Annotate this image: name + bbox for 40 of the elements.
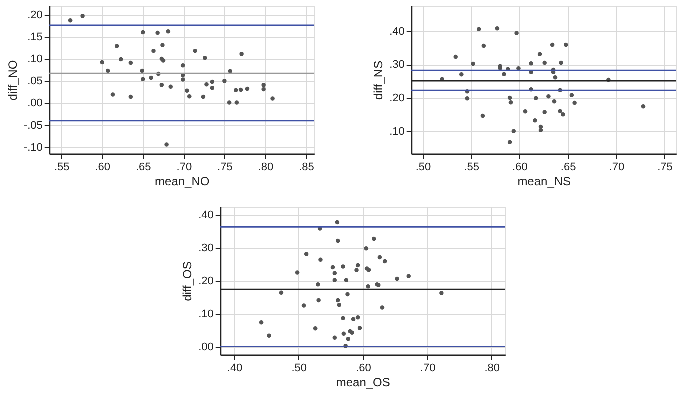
x-tick-label: .55	[54, 162, 70, 174]
y-tick-label: -.10	[24, 142, 43, 154]
y-tick-label: .40	[390, 26, 405, 38]
y-tick-label: .30	[390, 59, 405, 72]
y-tick-label: .10	[198, 308, 214, 321]
x-tick-label: .55	[464, 162, 480, 174]
x-tick-label: .70	[176, 162, 192, 174]
y-tick-label: -.05	[24, 120, 43, 132]
x-tick-label: .40	[227, 362, 243, 374]
x-tick-label: .65	[136, 162, 152, 174]
y-tick-label: .10	[28, 54, 43, 66]
y-tick-label: .30	[198, 242, 214, 254]
y-tick-label: .05	[28, 76, 43, 88]
y-tick-label: .15	[28, 31, 43, 44]
y-tick-label: .00	[28, 98, 43, 110]
x-tick-label: .60	[356, 362, 372, 374]
y-tick-label: .40	[198, 209, 214, 222]
y-axis-title: diff_NS	[372, 60, 386, 100]
x-tick-label: .80	[484, 362, 500, 374]
y-tick-label: .20	[390, 92, 405, 104]
y-axis-title: diff_NO	[6, 60, 20, 101]
x-tick-label: .70	[609, 162, 625, 174]
x-tick-label: .75	[218, 162, 233, 174]
x-axis-title: mean_NS	[518, 174, 572, 188]
x-tick-label: .70	[420, 362, 436, 374]
y-tick-label: .10	[390, 126, 405, 138]
y-tick-label: .20	[28, 9, 43, 22]
y-axis-title: diff_OS	[180, 262, 195, 302]
x-axis-title: mean_NO	[155, 174, 210, 188]
x-tick-label: .75	[658, 162, 673, 174]
x-tick-label: .50	[292, 362, 308, 374]
y-tick-label: .00	[198, 342, 214, 354]
x-axis-title: mean_OS	[336, 376, 390, 390]
x-tick-label: .65	[560, 162, 576, 174]
x-tick-label: .85	[299, 162, 314, 174]
y-tick-label: .20	[198, 276, 214, 288]
x-tick-label: .50	[416, 162, 432, 174]
x-tick-label: .80	[258, 162, 274, 174]
x-tick-label: .60	[512, 162, 528, 174]
x-tick-label: .60	[95, 162, 111, 174]
